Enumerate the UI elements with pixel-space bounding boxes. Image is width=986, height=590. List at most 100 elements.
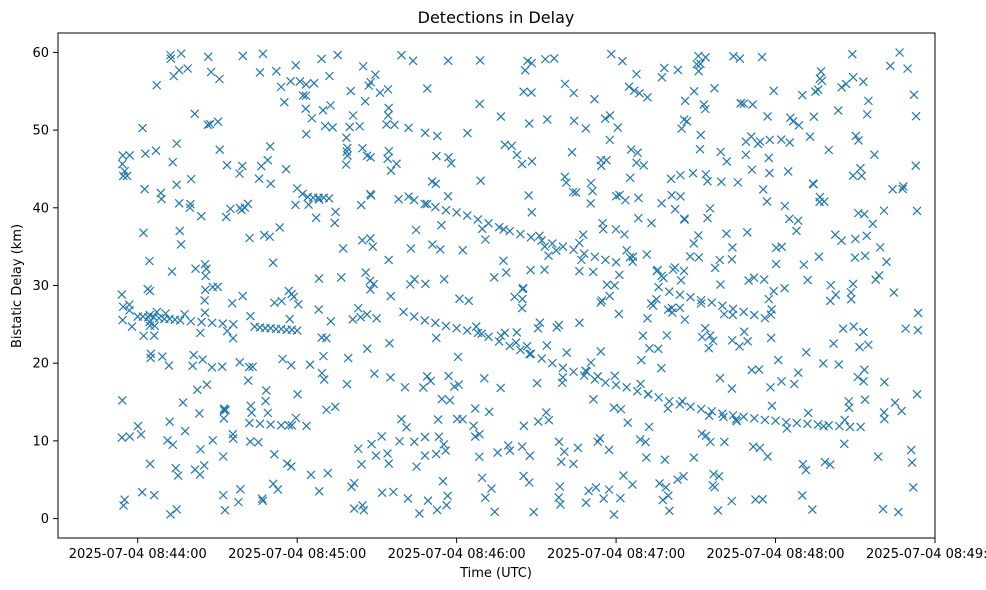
noise-point	[314, 305, 324, 314]
noise-point	[192, 385, 202, 395]
noise-point	[611, 224, 621, 234]
noise-point	[623, 418, 633, 428]
noise-point	[743, 336, 753, 346]
noise-point	[517, 294, 527, 304]
noise-point	[202, 380, 212, 390]
noise-point	[615, 190, 624, 200]
noise-point	[301, 91, 311, 101]
noise-point	[427, 177, 437, 186]
noise-point	[291, 413, 301, 423]
noise-point	[747, 165, 757, 175]
noise-point	[524, 119, 534, 128]
noise-point	[555, 500, 565, 509]
noise-point	[853, 372, 863, 382]
noise-point	[383, 110, 393, 120]
noise-point	[766, 382, 775, 392]
noise-point	[271, 66, 281, 76]
noise-point	[597, 296, 607, 305]
noise-point	[304, 200, 314, 210]
noise-point	[390, 120, 399, 130]
track-point-track-b	[728, 410, 738, 420]
noise-point	[614, 309, 624, 319]
noise-point	[586, 358, 596, 367]
noise-point	[625, 173, 635, 183]
y-axis-label: Bistatic Delay (km)	[10, 224, 25, 348]
noise-point	[358, 143, 367, 153]
noise-point	[826, 280, 836, 290]
noise-point	[353, 444, 363, 454]
noise-point	[615, 493, 625, 503]
noise-point	[855, 163, 865, 173]
noise-point	[549, 53, 559, 63]
track-point-track-b	[430, 318, 440, 328]
noise-point	[551, 246, 561, 255]
noise-point	[525, 451, 535, 461]
noise-point	[846, 294, 856, 304]
noise-point	[696, 130, 706, 140]
track-point-track-a	[197, 317, 206, 327]
noise-point	[219, 404, 229, 414]
noise-point	[854, 136, 863, 145]
noise-point	[269, 449, 279, 459]
noise-point	[764, 153, 774, 163]
noise-point	[719, 412, 728, 422]
track-point-track-b	[813, 420, 823, 429]
noise-point	[754, 365, 764, 374]
noise-point	[771, 259, 781, 269]
noise-point	[527, 58, 537, 68]
track-point-track-c	[537, 236, 547, 245]
noise-point	[735, 341, 744, 351]
noise-point	[709, 469, 718, 479]
track-point-track-b	[632, 386, 642, 396]
noise-point	[694, 252, 704, 262]
track-point-track-c	[430, 202, 440, 212]
noise-point	[878, 504, 888, 514]
noise-point	[278, 354, 287, 364]
noise-point	[575, 318, 584, 328]
noise-point	[701, 431, 711, 441]
noise-point	[857, 171, 867, 181]
noise-point	[480, 493, 490, 503]
noise-point	[533, 417, 543, 427]
noise-point	[117, 290, 127, 300]
noise-point	[286, 360, 296, 370]
noise-point	[377, 432, 387, 441]
noise-point	[685, 251, 695, 261]
noise-point	[119, 501, 128, 510]
noise-point	[771, 243, 781, 253]
noise-point	[722, 229, 731, 239]
noise-point	[475, 99, 485, 109]
noise-point	[244, 362, 254, 372]
noise-point	[829, 339, 838, 348]
track-point-track-b	[441, 321, 451, 331]
noise-point	[736, 98, 746, 108]
track-point-track-a2	[292, 326, 302, 335]
noise-point	[728, 51, 738, 61]
noise-point	[757, 52, 767, 62]
noise-point	[496, 331, 506, 341]
noise-point	[140, 184, 150, 194]
noise-point	[864, 96, 873, 106]
noise-point	[739, 327, 749, 337]
noise-point	[595, 433, 605, 443]
noise-point	[858, 77, 868, 87]
noise-point	[176, 49, 186, 59]
noise-point	[783, 167, 793, 176]
y-tick-label: 60	[32, 46, 49, 61]
track-point-track-e	[760, 313, 770, 323]
noise-point	[722, 157, 732, 166]
noise-point	[732, 416, 742, 426]
noise-point	[610, 371, 620, 381]
noise-point	[912, 389, 922, 399]
noise-point	[577, 255, 586, 265]
track-point-track-f	[266, 420, 276, 429]
noise-point	[554, 492, 564, 502]
noise-point	[540, 54, 550, 64]
noise-point	[748, 100, 758, 109]
noise-point	[355, 121, 365, 131]
noise-point	[652, 294, 661, 304]
noise-point	[257, 494, 267, 504]
noise-point	[727, 496, 737, 506]
x-tick-label: 2025-07-04 08:46:00	[388, 547, 526, 562]
noise-point	[501, 268, 511, 277]
